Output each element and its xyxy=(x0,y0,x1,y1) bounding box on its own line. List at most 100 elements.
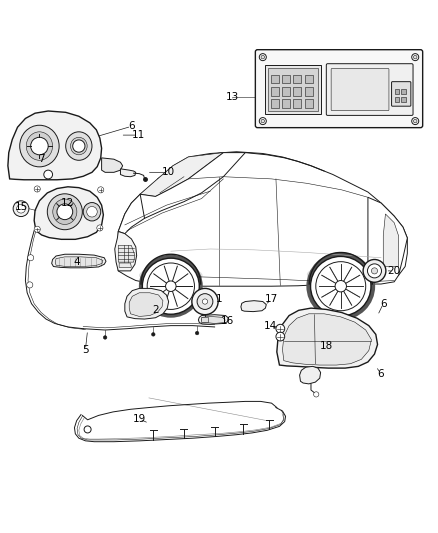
Ellipse shape xyxy=(83,203,101,221)
Circle shape xyxy=(335,280,346,292)
Text: 19: 19 xyxy=(133,414,146,424)
Circle shape xyxy=(166,281,176,292)
Ellipse shape xyxy=(139,266,202,284)
Text: 2: 2 xyxy=(152,305,159,316)
Circle shape xyxy=(34,186,40,192)
Ellipse shape xyxy=(316,262,366,311)
Circle shape xyxy=(197,294,213,310)
FancyBboxPatch shape xyxy=(326,64,413,115)
Circle shape xyxy=(13,201,29,216)
Polygon shape xyxy=(198,314,229,324)
Ellipse shape xyxy=(71,138,87,155)
Circle shape xyxy=(97,225,103,231)
Circle shape xyxy=(44,170,53,179)
Text: 1: 1 xyxy=(215,294,223,304)
Circle shape xyxy=(412,54,419,61)
Circle shape xyxy=(261,55,265,59)
Text: 17: 17 xyxy=(265,294,278,304)
Bar xyxy=(293,87,301,96)
Ellipse shape xyxy=(20,125,59,167)
Bar xyxy=(305,87,313,96)
Polygon shape xyxy=(115,231,137,271)
Polygon shape xyxy=(241,301,266,312)
Circle shape xyxy=(371,268,378,274)
Circle shape xyxy=(34,226,40,232)
Circle shape xyxy=(413,55,417,59)
Bar xyxy=(282,75,290,84)
Bar xyxy=(271,99,279,108)
Circle shape xyxy=(276,332,285,341)
Bar xyxy=(293,99,301,108)
Circle shape xyxy=(152,333,155,336)
Bar xyxy=(401,88,406,94)
Bar xyxy=(395,96,399,102)
Text: 10: 10 xyxy=(162,167,175,177)
Circle shape xyxy=(259,54,266,61)
Ellipse shape xyxy=(47,194,82,230)
FancyBboxPatch shape xyxy=(268,68,318,111)
Circle shape xyxy=(276,324,285,333)
Polygon shape xyxy=(118,152,407,286)
Bar xyxy=(395,88,399,94)
Text: 20: 20 xyxy=(387,266,400,276)
Polygon shape xyxy=(119,263,131,268)
Text: 11: 11 xyxy=(131,130,145,140)
Circle shape xyxy=(17,204,25,213)
Polygon shape xyxy=(125,288,169,319)
Bar xyxy=(305,99,313,108)
Ellipse shape xyxy=(66,132,92,160)
Text: 16: 16 xyxy=(221,316,234,326)
Text: 6: 6 xyxy=(128,122,135,131)
Ellipse shape xyxy=(307,265,374,284)
Bar xyxy=(293,75,301,84)
Circle shape xyxy=(192,288,218,314)
Circle shape xyxy=(314,392,319,397)
Circle shape xyxy=(367,264,381,278)
Bar xyxy=(271,87,279,96)
Circle shape xyxy=(98,187,104,193)
Polygon shape xyxy=(300,366,321,384)
Polygon shape xyxy=(140,152,223,197)
Ellipse shape xyxy=(147,263,194,310)
Polygon shape xyxy=(283,314,371,365)
Text: 12: 12 xyxy=(61,198,74,208)
Polygon shape xyxy=(118,246,135,262)
Polygon shape xyxy=(52,254,106,268)
Circle shape xyxy=(363,260,386,282)
Circle shape xyxy=(261,119,265,123)
Bar xyxy=(282,87,290,96)
Ellipse shape xyxy=(26,132,53,160)
Polygon shape xyxy=(129,293,163,317)
Text: 14: 14 xyxy=(264,321,277,330)
Ellipse shape xyxy=(311,256,371,316)
Circle shape xyxy=(31,138,48,155)
Circle shape xyxy=(195,332,199,335)
Text: 15: 15 xyxy=(14,203,28,212)
Polygon shape xyxy=(34,187,103,239)
Polygon shape xyxy=(277,308,378,368)
Text: 18: 18 xyxy=(320,341,333,351)
Circle shape xyxy=(28,255,34,261)
Text: 6: 6 xyxy=(380,298,387,309)
FancyBboxPatch shape xyxy=(331,69,389,110)
Polygon shape xyxy=(55,257,103,266)
Text: 13: 13 xyxy=(226,92,239,102)
Polygon shape xyxy=(8,111,102,180)
Circle shape xyxy=(27,282,33,288)
Circle shape xyxy=(87,206,97,217)
Text: 5: 5 xyxy=(82,345,89,355)
Circle shape xyxy=(259,118,266,125)
FancyBboxPatch shape xyxy=(265,65,321,114)
Ellipse shape xyxy=(142,258,199,314)
Bar xyxy=(282,99,290,108)
Circle shape xyxy=(412,118,419,125)
Circle shape xyxy=(84,426,91,433)
Text: 6: 6 xyxy=(378,369,385,379)
Text: 7: 7 xyxy=(38,154,45,164)
Circle shape xyxy=(57,204,73,220)
FancyBboxPatch shape xyxy=(392,82,411,106)
Circle shape xyxy=(73,140,85,152)
Polygon shape xyxy=(201,317,225,324)
Circle shape xyxy=(103,336,107,339)
Ellipse shape xyxy=(53,199,77,224)
